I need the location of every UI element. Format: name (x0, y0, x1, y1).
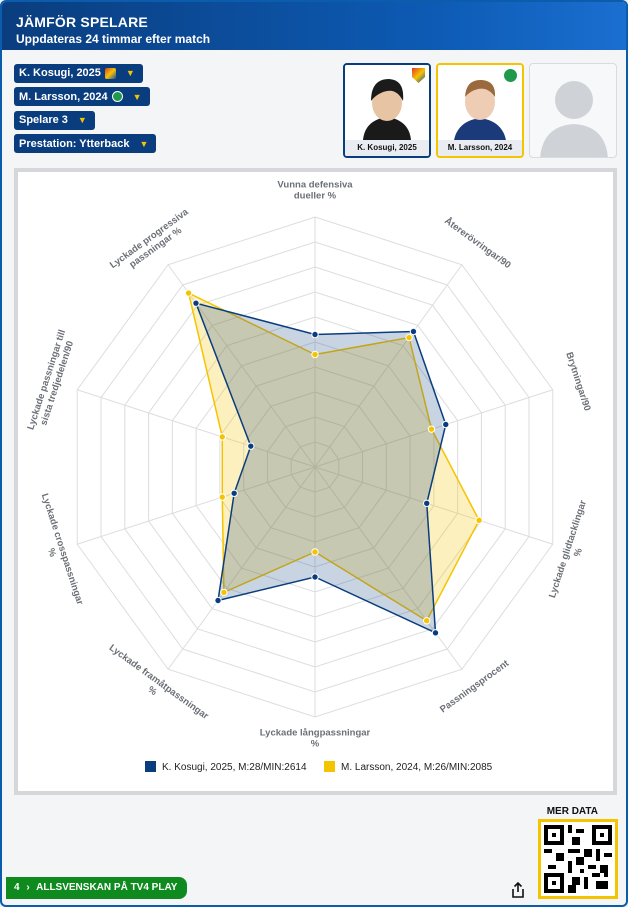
axis-label: Brytningar/90 (563, 351, 592, 413)
player1-select[interactable]: K. Kosugi, 2025 ▼ (14, 63, 143, 83)
player-cards: K. Kosugi, 2025 M. Larsson, 2024 (343, 63, 617, 158)
djurgarden-badge-icon (412, 68, 425, 83)
series-1-point[interactable] (442, 420, 450, 429)
chevron-down-icon: ▼ (139, 138, 149, 149)
player2-card[interactable]: M. Larsson, 2024 (436, 63, 524, 158)
page-title: JÄMFÖR SPELARE (16, 14, 148, 30)
series-1-point[interactable] (230, 489, 238, 497)
player1-select-label: K. Kosugi, 2025 (19, 67, 101, 79)
series-1-point[interactable] (214, 596, 222, 605)
avatar-placeholder-icon (540, 81, 608, 157)
series-1-point[interactable] (311, 330, 319, 339)
header: JÄMFÖR SPELARE Uppdateras 24 timmar efte… (2, 2, 626, 50)
axis-label: Lyckade framåtpassningar% (100, 642, 210, 731)
grid-spoke (314, 264, 463, 468)
series-2-point[interactable] (184, 289, 193, 297)
empty-player-card[interactable] (529, 63, 617, 158)
tv4-play-banner[interactable]: 4 › ALLSVENSKAN PÅ TV4 PLAY (6, 877, 188, 899)
series-2-point[interactable] (220, 588, 228, 597)
player1-card[interactable]: K. Kosugi, 2025 (343, 63, 431, 158)
series-2-point[interactable] (218, 493, 226, 501)
series-1-point[interactable] (311, 573, 319, 581)
radar-chart: Vunna defensiva dueller % Återerövringar/9… (25, 180, 600, 774)
player2-card-label: M. Larsson, 2024 (438, 140, 522, 156)
series-2-point[interactable] (218, 433, 226, 441)
legend-swatch-2 (324, 761, 335, 772)
qr-code[interactable] (538, 819, 618, 899)
djurgarden-badge-icon (104, 67, 116, 79)
series-1-point[interactable] (409, 327, 418, 336)
series-1-point[interactable] (247, 442, 255, 450)
player3-select[interactable]: Spelare 3 ▼ (14, 110, 95, 130)
tv4-play-label: ALLSVENSKAN PÅ TV4 PLAY (36, 882, 178, 893)
grid-spoke (314, 466, 553, 545)
axis-label: Lyckade progressivapassningar % (108, 206, 198, 280)
grid-spoke (77, 389, 316, 468)
axis-label: Återerövringar/90 (442, 216, 513, 271)
performance-select-label: Prestation: Ytterback (19, 137, 130, 150)
series-2-point[interactable] (311, 548, 319, 556)
series-1-point[interactable] (431, 629, 440, 637)
axis-label: Vunna defensiva dueller % (277, 180, 353, 202)
axis-label: Lyckade glidtacklingar% (547, 499, 600, 603)
chevron-right-icon: › (26, 882, 30, 893)
player2-select[interactable]: M. Larsson, 2024 ▼ (14, 87, 150, 106)
player2-select-label: M. Larsson, 2024 (19, 90, 108, 103)
chevron-down-icon: ▼ (132, 91, 142, 102)
legend-label-1: K. Kosugi, 2025, M:28/MIN:2614 (162, 762, 307, 773)
radar-chart-panel: Vunna defensiva dueller % Återerövringar/9… (14, 168, 617, 795)
legend: K. Kosugi, 2025, M:28/MIN:2614 M. Larsson… (145, 761, 493, 773)
chevron-down-icon: ▼ (77, 115, 87, 125)
chevron-down-icon: ▼ (125, 68, 135, 78)
mer-data-label: MER DATA (546, 806, 598, 817)
player3-select-label: Spelare 3 (19, 114, 68, 126)
legend-label-2: M. Larsson, 2024, M:26/MIN:2085 (341, 762, 493, 773)
qr-code-icon (544, 825, 612, 893)
series-1-point[interactable] (192, 299, 200, 307)
axis-label: Lyckade passningar tillsista tredjedelen… (25, 328, 78, 434)
axis-label: Lyckade långpassningar% (260, 728, 371, 750)
series-2-point[interactable] (427, 425, 436, 433)
axis-label: Passningsprocent (438, 658, 512, 716)
page-number: 4 (14, 882, 20, 893)
page-subtitle: Uppdateras 24 timmar efter match (16, 32, 211, 46)
series-2-point[interactable] (311, 350, 319, 359)
legend-swatch-1 (145, 761, 156, 772)
series-2-point[interactable] (405, 333, 413, 342)
grid-spoke (167, 466, 316, 670)
player1-card-label: K. Kosugi, 2025 (345, 140, 429, 156)
share-icon[interactable] (511, 882, 525, 898)
hammarby-badge-icon (503, 68, 518, 83)
hammarby-badge-icon (111, 91, 123, 102)
grid-spoke (167, 264, 316, 468)
series-2-point[interactable] (475, 516, 483, 525)
series-1-point[interactable] (423, 499, 431, 508)
selectors: K. Kosugi, 2025 ▼ M. Larsson, 2024 ▼ Spe… (14, 63, 157, 157)
series-2-point[interactable] (422, 617, 431, 625)
grid-spoke (77, 466, 316, 545)
performance-select[interactable]: Prestation: Ytterback ▼ (14, 134, 157, 153)
